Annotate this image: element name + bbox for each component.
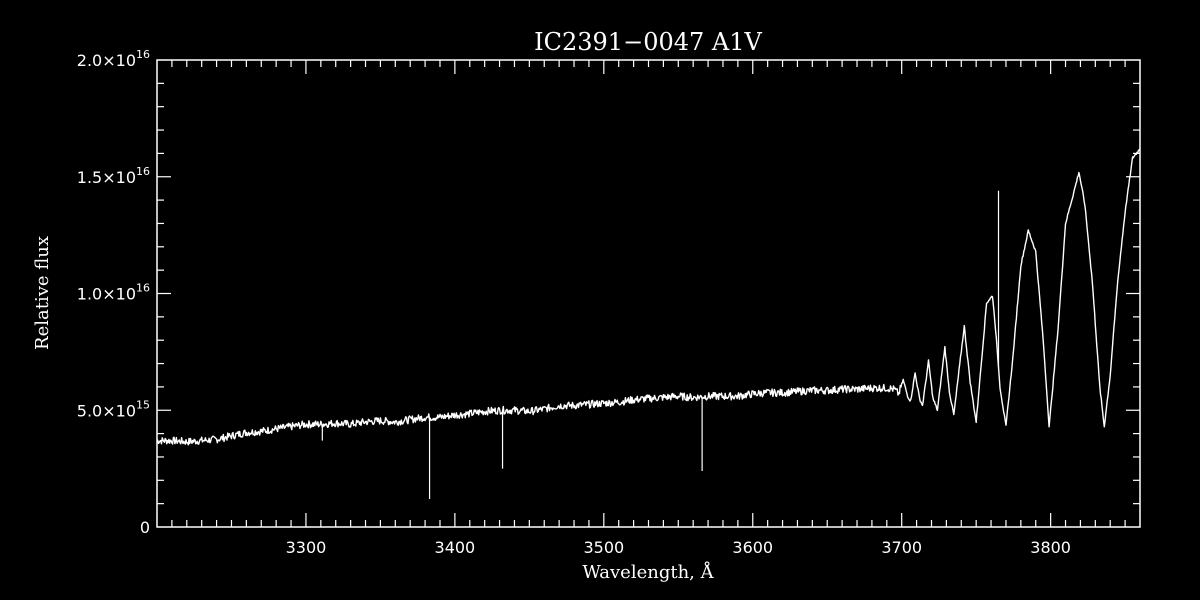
y-tick-label: 2.0×1016 <box>77 48 150 70</box>
x-tick-label: 3400 <box>435 538 476 557</box>
y-tick-label: 5.0×1015 <box>77 398 150 420</box>
y-axis-label: Relative flux <box>32 236 53 350</box>
y-tick-label: 1.5×1016 <box>77 165 150 187</box>
y-tick-label: 0 <box>140 518 150 537</box>
spectrum-line <box>156 148 1141 446</box>
x-tick-label: 3300 <box>286 538 327 557</box>
axis-ticks <box>157 60 1140 527</box>
spectrum-series <box>156 148 1141 499</box>
plot-frame <box>156 59 1141 528</box>
x-tick-label: 3500 <box>583 538 624 557</box>
x-axis-label: Wavelength, Å <box>582 561 714 583</box>
x-tick-label: 3800 <box>1030 538 1071 557</box>
y-tick-label: 1.0×1016 <box>77 282 150 304</box>
chart-title: IC2391−0047 A1V <box>534 28 762 56</box>
x-tick-label: 3700 <box>881 538 922 557</box>
x-tick-label: 3600 <box>732 538 773 557</box>
